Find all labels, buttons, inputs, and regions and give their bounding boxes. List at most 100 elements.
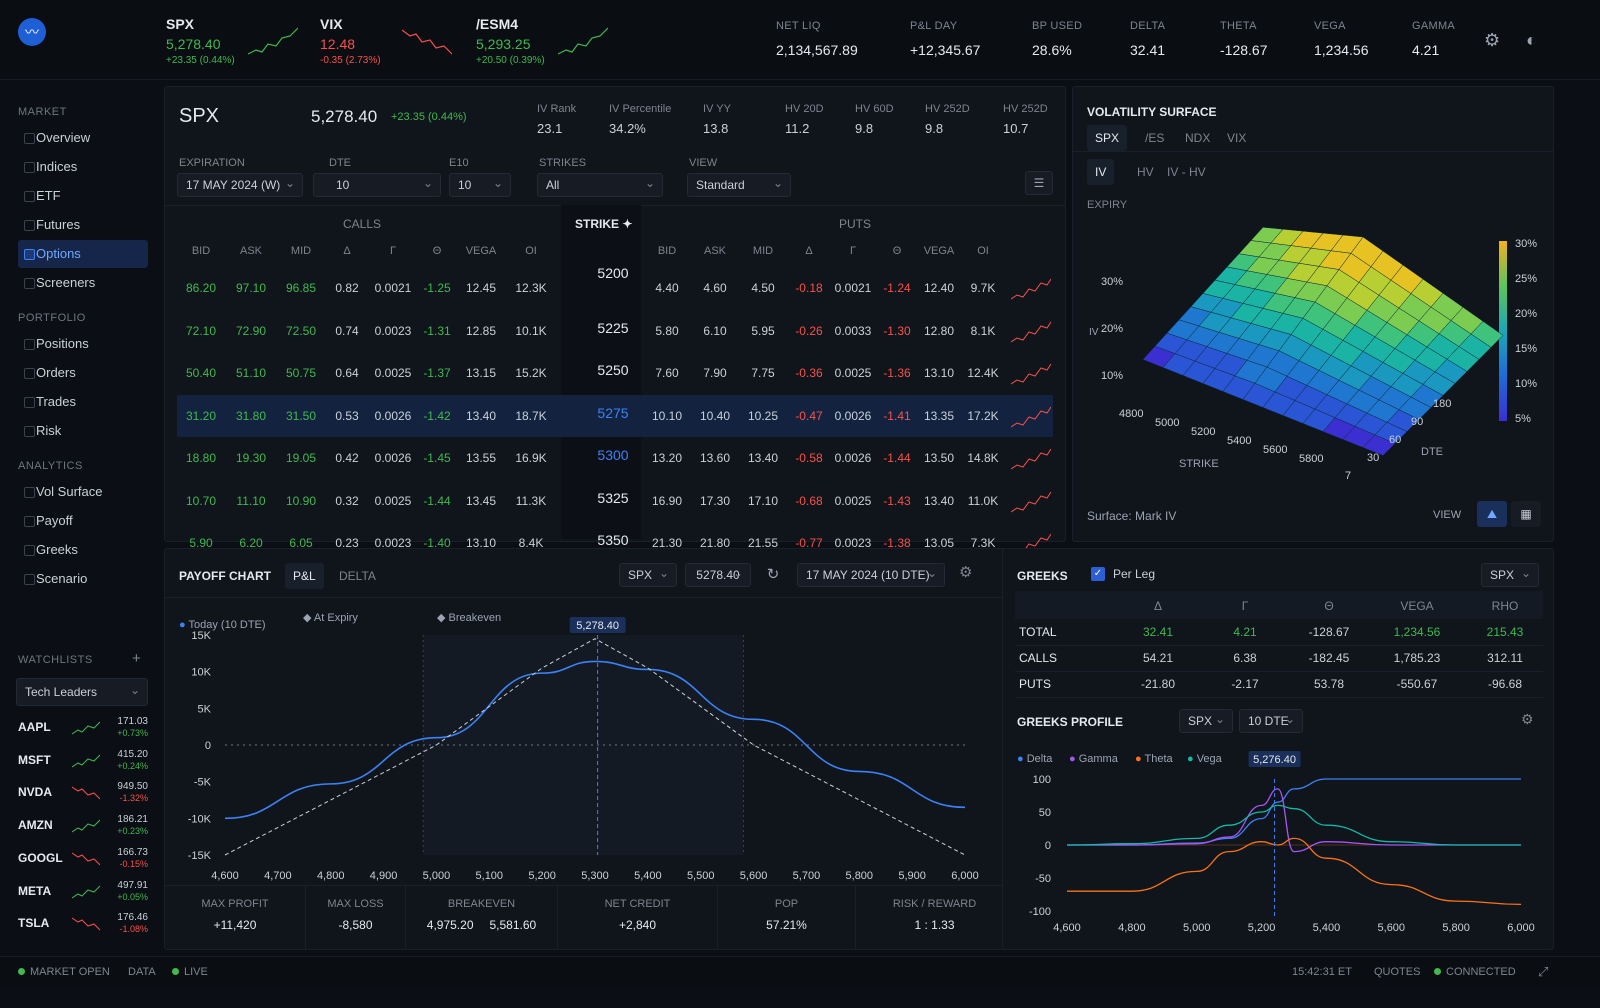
put-cell[interactable]: 17.10 [747,493,779,508]
call-cell[interactable]: 12.45 [465,281,497,295]
strikes-select[interactable]: All [537,172,663,197]
payoff-settings-icon[interactable]: ⚙ [959,564,973,581]
put-cell[interactable]: 8.1K [970,323,996,338]
call-col-header[interactable]: MID [290,245,312,257]
put-cell[interactable]: 0.0033 [834,323,872,338]
put-cell[interactable]: 21.30 [651,536,683,550]
call-cell[interactable]: 0.23 [335,536,359,550]
surface-view-icon[interactable]: ⛰ [1477,501,1507,527]
vol-surface-chart[interactable]: 30% 25% 20% 15% 10% 5% 30% 20% 10% IV 4800 5000 5200… [1073,207,1553,507]
fullscreen-icon[interactable]: ⤢ [1538,964,1549,979]
put-cell[interactable]: 0.0023 [834,536,872,550]
call-cell[interactable]: 10.1K [515,323,547,338]
put-cell[interactable]: -1.44 [883,451,911,465]
put-cell[interactable]: 13.35 [923,408,955,423]
sidebar-item-screeners[interactable]: Screeners [18,269,148,297]
call-cell[interactable]: 31.20 [185,408,217,423]
moon-icon[interactable]: ◐ [1526,30,1537,50]
put-cell[interactable]: 10.25 [747,408,779,423]
ticker-0[interactable]: SPX 5,278.40 +23.35 (0.44%) [166,16,298,66]
watchlist-select[interactable]: Tech Leaders [16,677,148,706]
app-logo[interactable]: 〰 [18,18,46,46]
call-cell[interactable]: 0.32 [335,493,359,508]
put-cell[interactable]: 0.0025 [834,366,872,380]
watchlist-item[interactable]: GOOGL 166.73 -0.15% [18,843,148,875]
call-cell[interactable]: -1.25 [423,281,451,295]
per-leg-checkbox[interactable]: ✓ [1091,567,1105,581]
put-cell[interactable]: 0.0026 [834,451,872,465]
call-cell[interactable]: 0.0025 [374,493,412,508]
put-cell[interactable]: -0.18 [795,281,823,295]
call-cell[interactable]: 19.05 [285,451,317,465]
call-col-header[interactable]: OI [525,245,537,257]
call-col-header[interactable]: BID [191,245,211,257]
gear-icon[interactable]: ⚙ [1484,30,1501,50]
put-cell[interactable]: 7.60 [655,366,679,380]
put-cell[interactable]: 12.4K [967,366,999,380]
chain-row[interactable]: 86.20 97.10 96.85 0.82 0.0021 -1.25 12.45 12.3K… [177,265,1053,309]
refresh-icon[interactable]: ↻ [766,566,780,583]
call-cell[interactable]: 16.9K [515,451,547,465]
put-cell[interactable]: 11.0K [967,493,999,508]
put-cell[interactable]: 9.7K [970,281,996,295]
watchlist-item[interactable]: MSFT 415.20 +0.24% [18,745,148,777]
call-cell[interactable]: 0.0026 [374,451,412,465]
watchlist-item[interactable]: AAPL 171.03 +0.73% [18,712,148,744]
strike-cell[interactable]: 5200 [597,265,629,281]
vol-subtab[interactable]: HV [1137,165,1154,179]
put-cell[interactable]: 21.55 [747,536,779,550]
put-col-header[interactable]: Θ [892,245,902,257]
call-cell[interactable]: 13.55 [465,451,497,465]
sidebar-item-positions[interactable]: Positions [18,330,148,358]
put-cell[interactable]: 13.05 [923,536,955,550]
call-cell[interactable]: 96.85 [285,281,317,295]
put-cell[interactable]: 16.90 [651,493,683,508]
put-cell[interactable]: 5.95 [751,323,775,338]
strike-cell[interactable]: 5250 [597,362,629,378]
sidebar-item-futures[interactable]: Futures [18,211,148,239]
put-cell[interactable]: 0.0025 [834,493,872,508]
call-cell[interactable]: 6.05 [289,536,313,550]
tab-delta[interactable]: DELTA [339,569,376,583]
sidebar-item-overview[interactable]: Overview [18,124,148,152]
profile-dte-select[interactable]: 10 DTE [1239,708,1303,733]
call-cell[interactable]: 0.0026 [374,408,412,423]
put-cell[interactable]: -0.77 [795,536,823,550]
tab-pnl[interactable]: P&L [285,563,324,589]
payoff-chart[interactable]: 15K 10K 5K 0 -5K -10K -15K 4,600 4,700 4,800 4,900… [165,609,1013,885]
put-col-header[interactable]: BID [657,245,677,257]
put-cell[interactable]: 5.80 [655,323,679,338]
filter-icon[interactable]: ☰ [1025,171,1053,195]
expiration-select[interactable]: 17 MAY 2024 (W) [177,172,303,197]
call-cell[interactable]: 5.90 [189,536,213,550]
ticker-2[interactable]: /ESM4 5,293.25 +20.50 (0.39%) [476,16,608,66]
put-cell[interactable]: 7.3K [970,536,996,550]
strike-cell[interactable]: 5225 [597,319,629,336]
chain-row[interactable]: 5.90 6.20 6.05 0.23 0.0023 -1.40 13.10 8.4K 5350… [177,522,1053,564]
put-cell[interactable]: 13.40 [747,451,779,465]
put-cell[interactable]: -0.68 [795,493,823,508]
call-cell[interactable]: 11.3K [515,493,547,508]
call-cell[interactable]: 18.80 [185,451,217,465]
call-cell[interactable]: 0.53 [335,408,359,423]
call-cell[interactable]: 8.4K [518,536,544,550]
vol-subtab[interactable]: IV [1087,159,1115,185]
call-cell[interactable]: 0.0023 [374,536,412,550]
put-cell[interactable]: 13.50 [923,451,955,465]
chain-row[interactable]: 10.70 11.10 10.90 0.32 0.0025 -1.44 13.45 11.3K… [177,480,1053,522]
vol-tab[interactable]: SPX [1087,125,1128,151]
put-cell[interactable]: 7.90 [703,366,727,380]
call-cell[interactable]: 6.20 [239,536,263,550]
put-cell[interactable]: -0.58 [795,451,823,465]
put-cell[interactable]: -1.36 [883,366,911,380]
call-cell[interactable]: 12.85 [465,323,497,338]
put-cell[interactable]: 21.80 [699,536,731,550]
call-cell[interactable]: -1.45 [423,451,451,465]
put-cell[interactable]: 0.0026 [834,408,872,423]
chain-row[interactable]: 18.80 19.30 19.05 0.42 0.0026 -1.45 13.55 16.9K… [177,437,1053,479]
call-cell[interactable]: 18.7K [515,408,547,423]
dte-stepper[interactable]: 10 [313,172,441,197]
put-cell[interactable]: 10.10 [651,408,683,423]
call-col-header[interactable]: ASK [239,245,262,257]
